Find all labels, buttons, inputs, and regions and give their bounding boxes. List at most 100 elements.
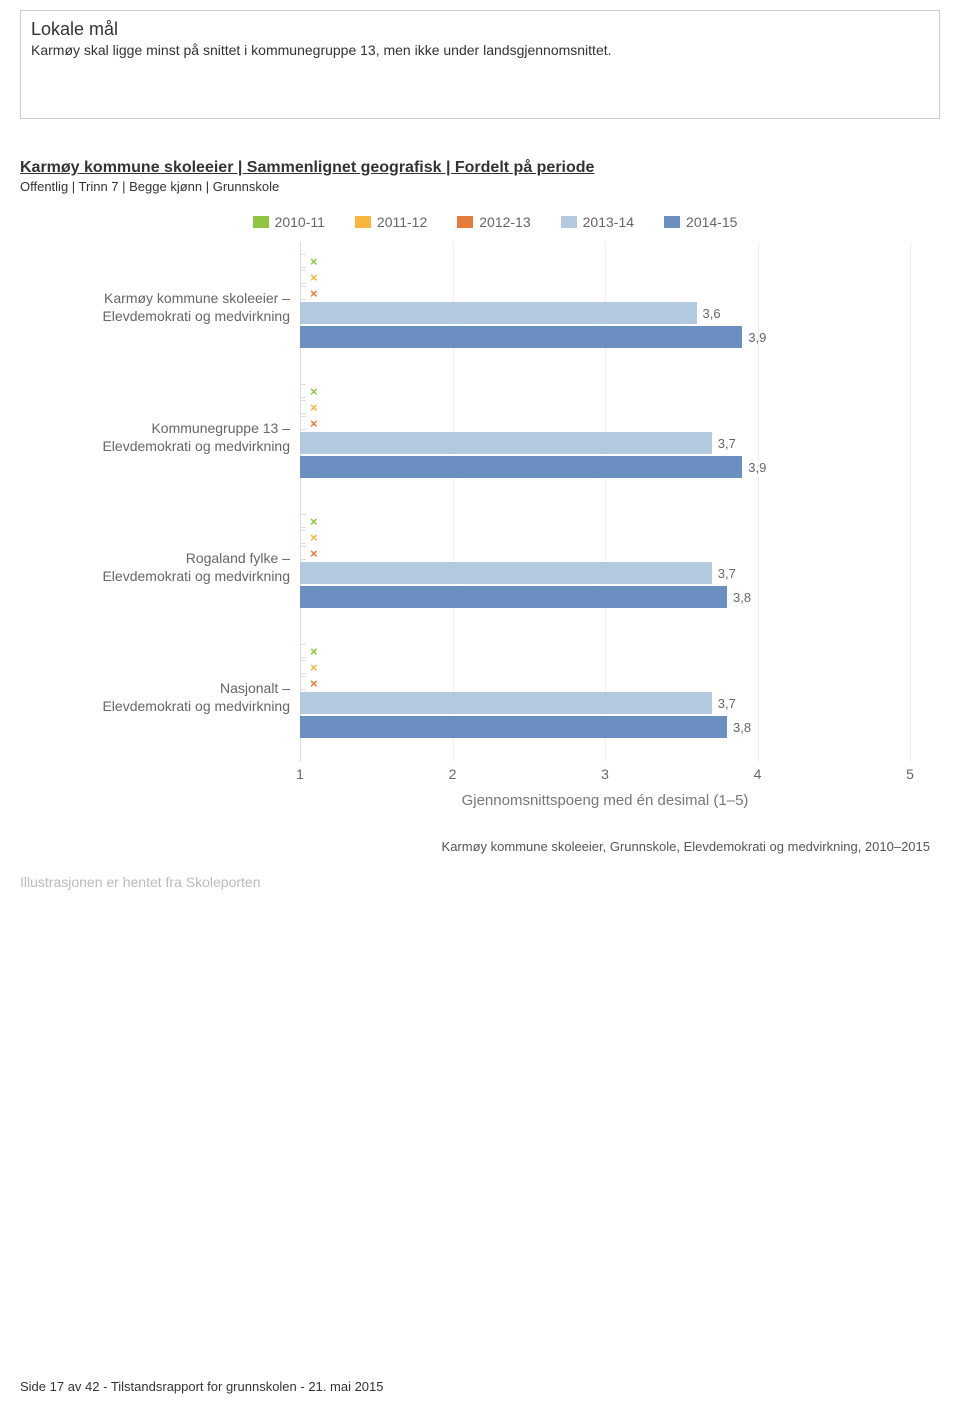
- chart-axis-ticks: 12345: [300, 766, 910, 788]
- legend-label: 2010-11: [275, 214, 325, 230]
- missing-row: ×: [300, 514, 910, 528]
- legend-label: 2014-15: [686, 214, 737, 230]
- bar: [300, 326, 742, 348]
- missing-x-icon: ×: [310, 644, 318, 659]
- group-label: Karmøy kommune skoleeier –Elevdemokrati …: [50, 242, 300, 372]
- bar-row: 3,8: [300, 586, 910, 608]
- chart: 2010-11 2011-12 2012-13 2013-14 2014-15 Karm…: [50, 214, 940, 854]
- tick-border: [300, 400, 306, 414]
- page-footer: Side 17 av 42 - Tilstandsrapport for gru…: [20, 1379, 384, 1394]
- group-label: Rogaland fylke –Elevdemokrati og medvirk…: [50, 502, 300, 632]
- bar: [300, 302, 697, 324]
- chart-source: Karmøy kommune skoleeier, Grunnskole, El…: [50, 839, 930, 854]
- legend-swatch: [561, 216, 577, 228]
- bar-row: 3,7: [300, 562, 910, 584]
- bar-row: 3,9: [300, 326, 910, 348]
- missing-x-icon: ×: [310, 416, 318, 431]
- chart-axis-title: Gjennomsnittspoeng med én desimal (1–5): [300, 792, 910, 809]
- bar-value-label: 3,7: [718, 436, 736, 451]
- tick-border: [300, 644, 306, 658]
- group-rows: ×××3,73,8: [300, 632, 910, 762]
- tick-border: [300, 384, 306, 398]
- axis-tick: 3: [601, 766, 609, 782]
- goal-box: Lokale mål Karmøy skal ligge minst på sn…: [20, 10, 940, 119]
- tick-border: [300, 270, 306, 284]
- missing-x-icon: ×: [310, 530, 318, 545]
- missing-row: ×: [300, 270, 910, 284]
- missing-row: ×: [300, 546, 910, 560]
- missing-x-icon: ×: [310, 546, 318, 561]
- missing-x-icon: ×: [310, 286, 318, 301]
- missing-row: ×: [300, 530, 910, 544]
- gridline: [910, 242, 911, 762]
- legend-label: 2013-14: [583, 214, 634, 230]
- tick-border: [300, 530, 306, 544]
- axis-tick: 2: [449, 766, 457, 782]
- bar-value-label: 3,6: [703, 306, 721, 321]
- chart-plot-col: ×××3,63,9×××3,73,9×××3,73,8×××3,73,8: [300, 242, 910, 762]
- tick-border: [300, 416, 306, 430]
- bar: [300, 716, 727, 738]
- tick-border: [300, 286, 306, 300]
- bar-value-label: 3,7: [718, 696, 736, 711]
- legend-label: 2012-13: [479, 214, 530, 230]
- chart-labels-col: Karmøy kommune skoleeier –Elevdemokrati …: [50, 242, 300, 762]
- legend-item: 2013-14: [561, 214, 634, 230]
- axis-tick: 1: [296, 766, 304, 782]
- missing-row: ×: [300, 416, 910, 430]
- missing-row: ×: [300, 660, 910, 674]
- bar: [300, 586, 727, 608]
- legend-item: 2012-13: [457, 214, 530, 230]
- missing-x-icon: ×: [310, 676, 318, 691]
- tick-border: [300, 676, 306, 690]
- bar: [300, 432, 712, 454]
- legend-swatch: [355, 216, 371, 228]
- missing-x-icon: ×: [310, 254, 318, 269]
- legend-swatch: [664, 216, 680, 228]
- section-title: Karmøy kommune skoleeier | Sammenlignet …: [20, 159, 940, 177]
- bar-row: 3,6: [300, 302, 910, 324]
- goal-title: Lokale mål: [31, 19, 929, 40]
- legend-item: 2011-12: [355, 214, 427, 230]
- axis-tick: 5: [906, 766, 914, 782]
- bar-row: 3,8: [300, 716, 910, 738]
- group-rows: ×××3,73,8: [300, 502, 910, 632]
- chart-axis-row: 12345: [50, 766, 940, 788]
- bar-value-label: 3,8: [733, 590, 751, 605]
- tick-border: [300, 546, 306, 560]
- goal-text: Karmøy skal ligge minst på snittet i kom…: [31, 42, 929, 58]
- bar-value-label: 3,7: [718, 566, 736, 581]
- chart-body: Karmøy kommune skoleeier –Elevdemokrati …: [50, 242, 940, 762]
- bar-value-label: 3,9: [748, 330, 766, 345]
- missing-row: ×: [300, 286, 910, 300]
- illustration-note: Illustrasjonen er hentet fra Skoleporten: [20, 874, 940, 890]
- missing-x-icon: ×: [310, 400, 318, 415]
- tick-border: [300, 660, 306, 674]
- missing-row: ×: [300, 384, 910, 398]
- bar: [300, 562, 712, 584]
- missing-row: ×: [300, 676, 910, 690]
- bar-value-label: 3,9: [748, 460, 766, 475]
- missing-x-icon: ×: [310, 514, 318, 529]
- legend-item: 2010-11: [253, 214, 325, 230]
- bar: [300, 692, 712, 714]
- chart-legend: 2010-11 2011-12 2012-13 2013-14 2014-15: [50, 214, 940, 230]
- section-subtitle: Offentlig | Trinn 7 | Begge kjønn | Grun…: [20, 179, 940, 194]
- missing-x-icon: ×: [310, 660, 318, 675]
- bar-row: 3,7: [300, 432, 910, 454]
- missing-row: ×: [300, 400, 910, 414]
- missing-x-icon: ×: [310, 384, 318, 399]
- group-rows: ×××3,63,9: [300, 242, 910, 372]
- bar-row: 3,7: [300, 692, 910, 714]
- group-label: Nasjonalt –Elevdemokrati og medvirkning: [50, 632, 300, 762]
- tick-border: [300, 514, 306, 528]
- missing-x-icon: ×: [310, 270, 318, 285]
- missing-row: ×: [300, 644, 910, 658]
- legend-item: 2014-15: [664, 214, 737, 230]
- bar-value-label: 3,8: [733, 720, 751, 735]
- tick-border: [300, 254, 306, 268]
- group-label: Kommunegruppe 13 –Elevdemokrati og medvi…: [50, 372, 300, 502]
- legend-swatch: [457, 216, 473, 228]
- legend-label: 2011-12: [377, 214, 427, 230]
- bar: [300, 456, 742, 478]
